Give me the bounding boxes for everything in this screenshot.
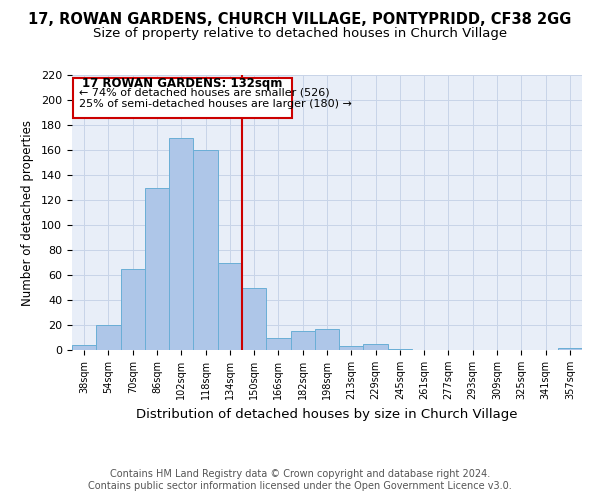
Bar bbox=[315, 329, 339, 350]
FancyBboxPatch shape bbox=[73, 78, 292, 118]
Y-axis label: Number of detached properties: Number of detached properties bbox=[21, 120, 34, 306]
Bar bbox=[242, 288, 266, 350]
Bar bbox=[558, 348, 582, 350]
Text: 25% of semi-detached houses are larger (180) →: 25% of semi-detached houses are larger (… bbox=[79, 99, 352, 109]
Bar bbox=[145, 188, 169, 350]
Text: Contains public sector information licensed under the Open Government Licence v3: Contains public sector information licen… bbox=[88, 481, 512, 491]
Text: ← 74% of detached houses are smaller (526): ← 74% of detached houses are smaller (52… bbox=[79, 88, 330, 98]
Bar bbox=[121, 269, 145, 350]
Bar bbox=[364, 344, 388, 350]
Bar bbox=[388, 349, 412, 350]
X-axis label: Distribution of detached houses by size in Church Village: Distribution of detached houses by size … bbox=[136, 408, 518, 420]
Text: 17 ROWAN GARDENS: 132sqm: 17 ROWAN GARDENS: 132sqm bbox=[82, 78, 283, 90]
Text: Size of property relative to detached houses in Church Village: Size of property relative to detached ho… bbox=[93, 28, 507, 40]
Bar bbox=[339, 346, 364, 350]
Bar bbox=[72, 345, 96, 350]
Text: 17, ROWAN GARDENS, CHURCH VILLAGE, PONTYPRIDD, CF38 2GG: 17, ROWAN GARDENS, CHURCH VILLAGE, PONTY… bbox=[28, 12, 572, 28]
Text: Contains HM Land Registry data © Crown copyright and database right 2024.: Contains HM Land Registry data © Crown c… bbox=[110, 469, 490, 479]
Bar bbox=[96, 325, 121, 350]
Bar bbox=[169, 138, 193, 350]
Bar bbox=[266, 338, 290, 350]
Bar bbox=[290, 332, 315, 350]
Bar bbox=[193, 150, 218, 350]
Bar bbox=[218, 262, 242, 350]
